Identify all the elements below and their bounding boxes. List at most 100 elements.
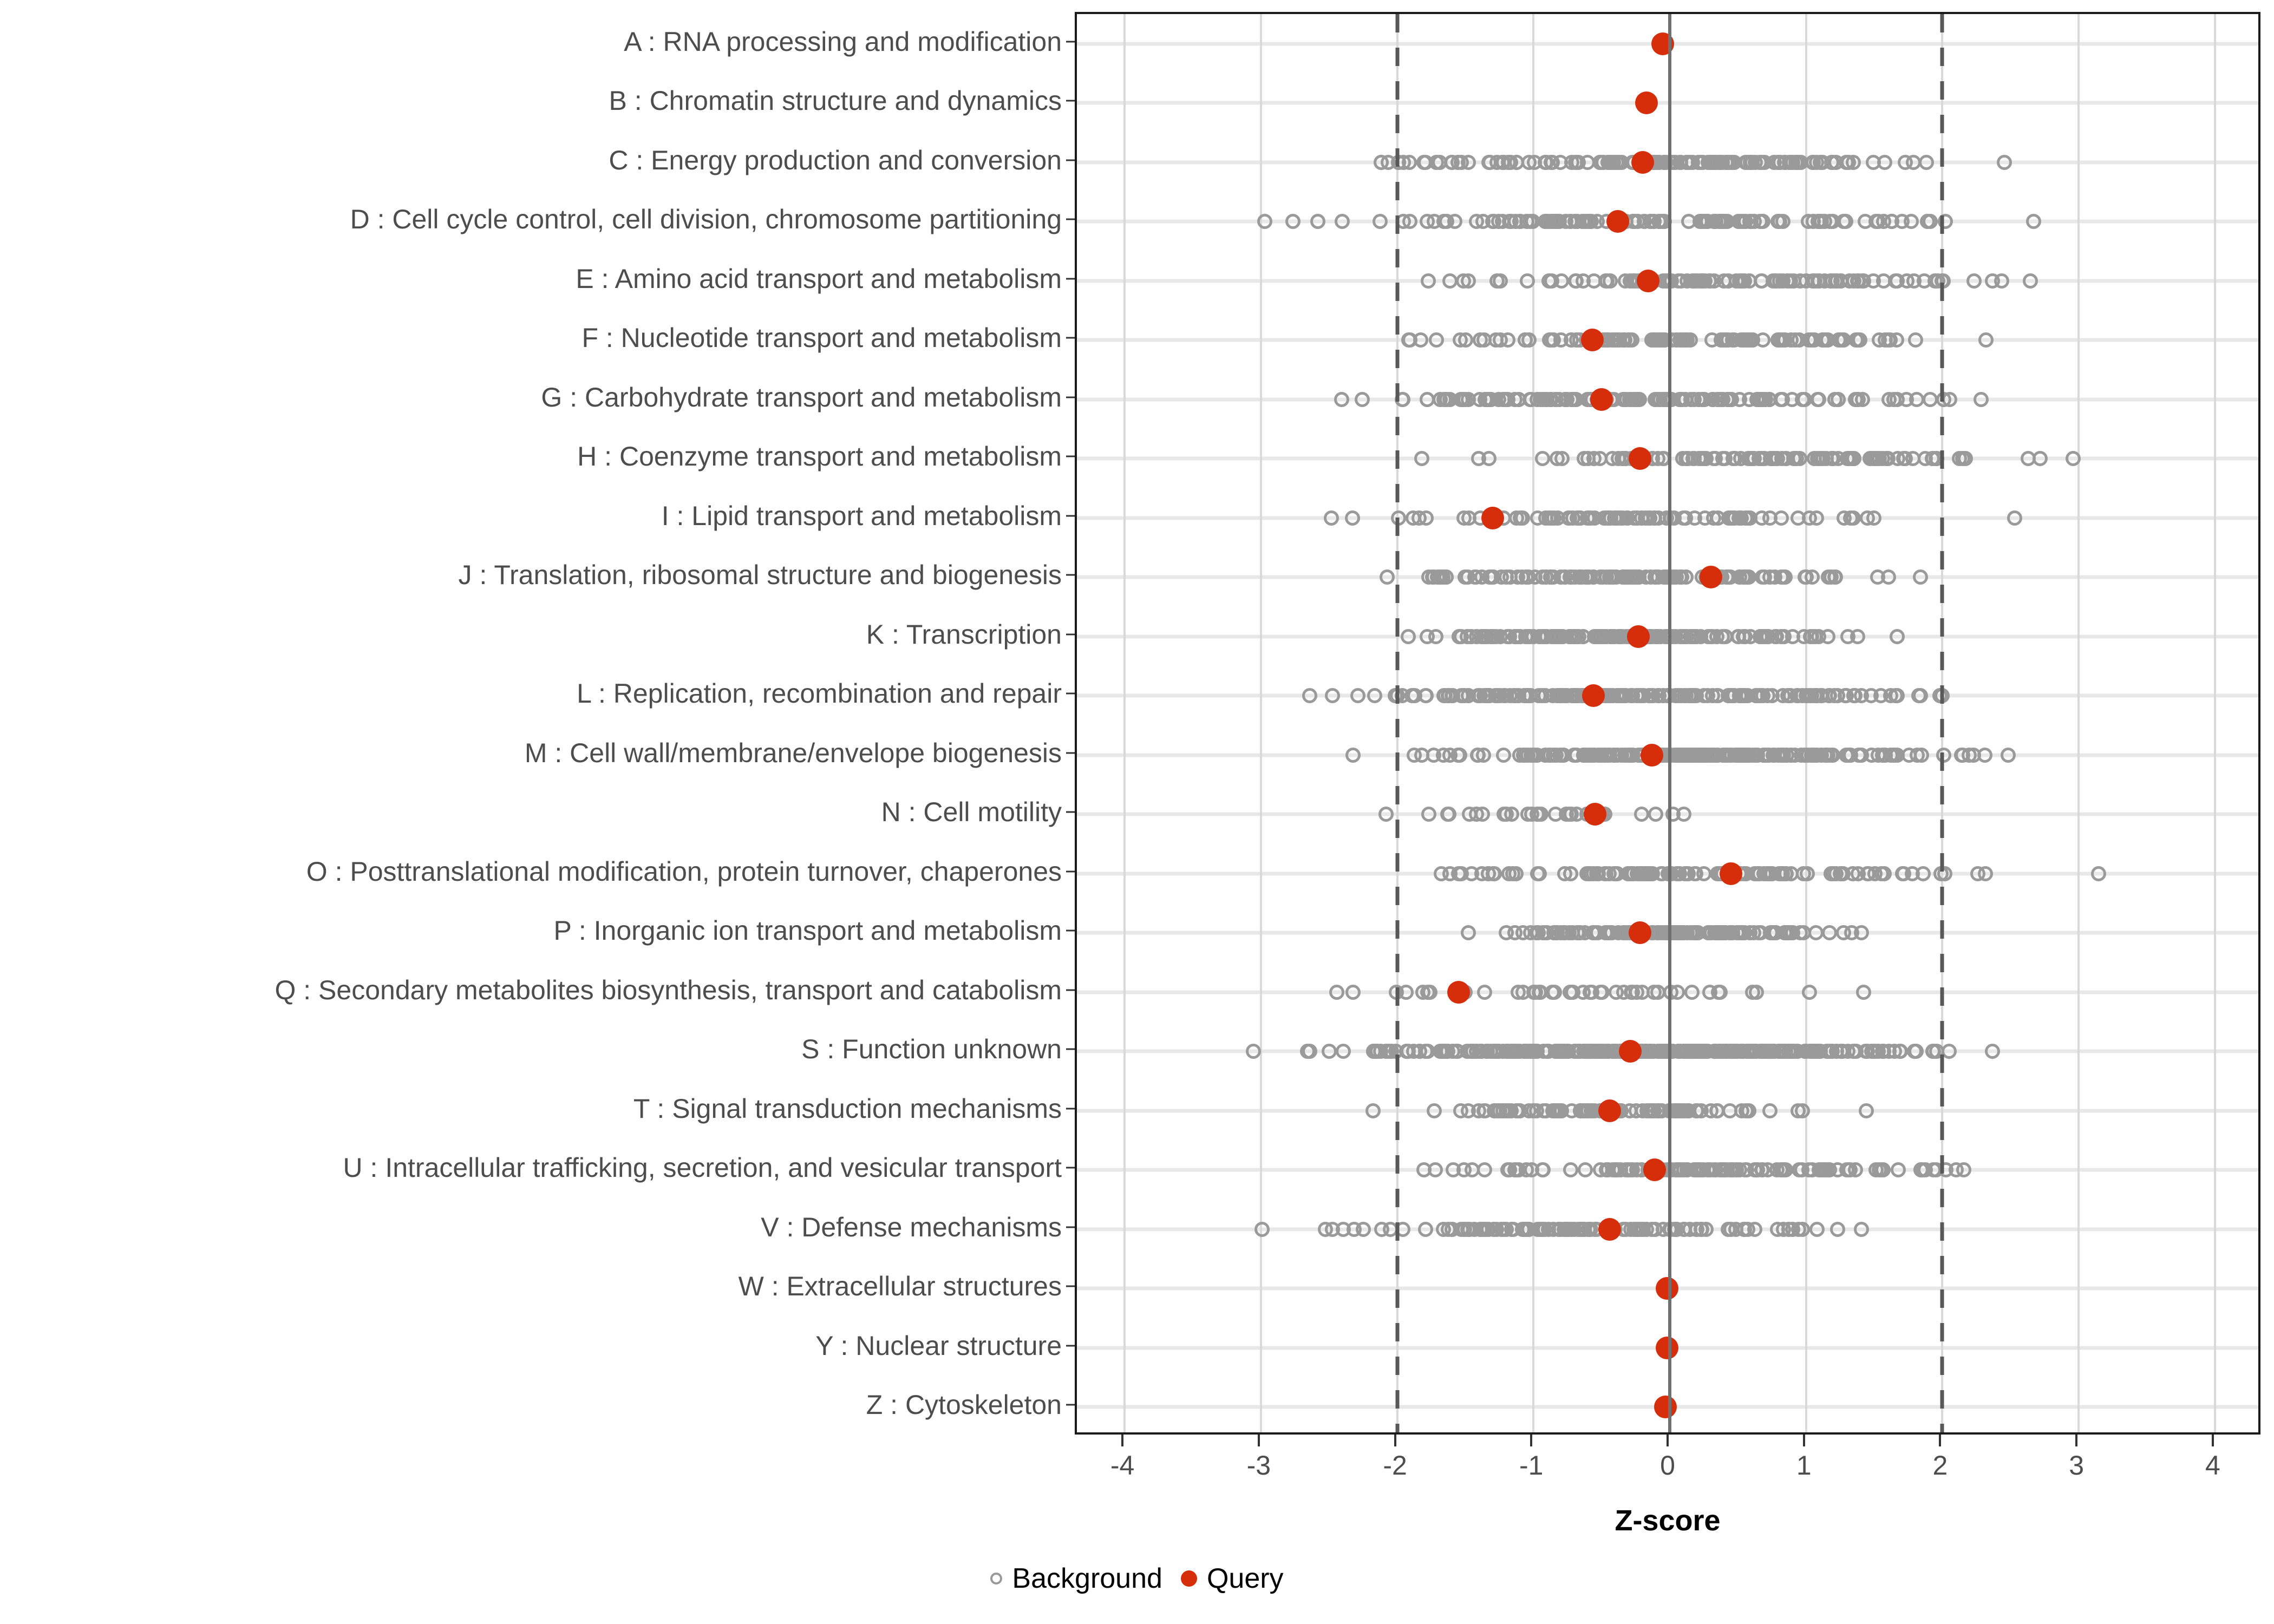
background-point [1548, 807, 1564, 822]
background-point [1593, 1044, 1609, 1059]
background-point [1419, 510, 1434, 526]
background-point [1617, 391, 1632, 407]
background-point [1534, 1221, 1550, 1237]
background-point [1505, 866, 1521, 881]
background-point [1776, 628, 1792, 644]
y-axis-tick [1066, 278, 1075, 280]
background-point [1609, 984, 1624, 1000]
filled-circle-icon [1180, 1570, 1197, 1587]
background-point [1379, 569, 1395, 585]
y-axis-category-label: H : Coenzyme transport and metabolism [577, 441, 1062, 472]
background-point [1909, 391, 1924, 407]
background-point [1760, 1044, 1775, 1059]
background-point [1514, 569, 1530, 585]
background-point [1591, 747, 1606, 763]
background-point [1912, 569, 1928, 585]
background-point [1534, 451, 1550, 467]
background-point [1595, 569, 1610, 585]
background-point [1905, 451, 1921, 467]
background-point [1442, 273, 1458, 289]
background-point [1837, 510, 1852, 526]
background-point [1905, 866, 1920, 881]
background-point [1547, 628, 1563, 644]
background-point [1716, 273, 1731, 289]
y-axis-tick [1066, 1048, 1075, 1050]
background-point [1925, 451, 1941, 467]
background-point [1495, 747, 1511, 763]
query-point [1447, 980, 1470, 1004]
dashed-threshold-line [1395, 14, 1400, 1432]
background-point [1538, 1103, 1554, 1118]
background-point [1481, 866, 1497, 881]
background-point [1463, 628, 1479, 644]
query-point [1583, 803, 1606, 826]
x-axis-tick-label: -3 [1246, 1450, 1271, 1481]
background-point [1824, 154, 1840, 170]
background-point [1426, 1103, 1442, 1118]
background-point [1487, 1103, 1503, 1118]
background-point [1420, 273, 1436, 289]
background-point [1601, 925, 1617, 941]
background-point [1908, 332, 1924, 348]
background-point [1684, 984, 1700, 1000]
background-point [1569, 510, 1585, 526]
background-point [1421, 807, 1437, 822]
background-point [1345, 984, 1361, 1000]
background-point [1335, 214, 1350, 230]
background-point [1716, 1162, 1732, 1178]
background-point [1774, 332, 1790, 348]
background-point [1367, 688, 1382, 704]
background-point [1808, 925, 1824, 941]
background-point [1380, 154, 1396, 170]
background-point [1481, 688, 1497, 704]
background-point [1715, 451, 1730, 467]
background-point [1850, 866, 1866, 881]
background-point [1670, 984, 1685, 1000]
background-point [1611, 451, 1626, 467]
query-point [1635, 91, 1658, 115]
background-point [1844, 925, 1859, 941]
background-point [1838, 214, 1853, 230]
background-point [1701, 925, 1717, 941]
background-point [1604, 628, 1620, 644]
background-point [1550, 451, 1565, 467]
background-point [1651, 569, 1666, 585]
y-axis-tick [1066, 1345, 1075, 1347]
background-point [1633, 807, 1649, 822]
background-point [1538, 688, 1553, 704]
background-point [1350, 688, 1366, 704]
background-point [1889, 747, 1905, 763]
open-circle-icon [990, 1573, 1003, 1584]
y-axis-category-label: O : Posttranslational modification, prot… [306, 856, 1062, 887]
background-point [1828, 273, 1844, 289]
y-axis-tick [1066, 1226, 1075, 1228]
background-point [1414, 451, 1429, 467]
vertical-gridline [1805, 14, 1807, 1432]
background-point [1890, 1162, 1906, 1178]
background-point [1775, 1162, 1791, 1178]
background-point [1433, 569, 1448, 585]
background-point [1452, 747, 1468, 763]
y-axis-tick [1066, 633, 1075, 636]
background-point [1519, 688, 1534, 704]
background-point [2007, 510, 2022, 526]
background-point [1369, 1044, 1385, 1059]
background-point [1405, 510, 1421, 526]
background-point [1405, 688, 1421, 704]
background-point [1984, 1044, 2000, 1059]
background-point [1677, 866, 1693, 881]
background-point [1633, 866, 1649, 881]
background-point [1727, 154, 1742, 170]
background-point [1475, 747, 1491, 763]
background-point [1642, 1103, 1658, 1118]
background-point [2026, 214, 2042, 230]
background-point [1630, 391, 1646, 407]
background-point [1922, 214, 1938, 230]
y-axis-tick [1066, 218, 1075, 220]
y-axis-tick [1066, 870, 1075, 873]
background-point [1416, 154, 1432, 170]
background-point [1779, 747, 1794, 763]
y-axis-category-label: C : Energy production and conversion [609, 145, 1062, 175]
background-point [1451, 866, 1467, 881]
background-point [1509, 154, 1525, 170]
